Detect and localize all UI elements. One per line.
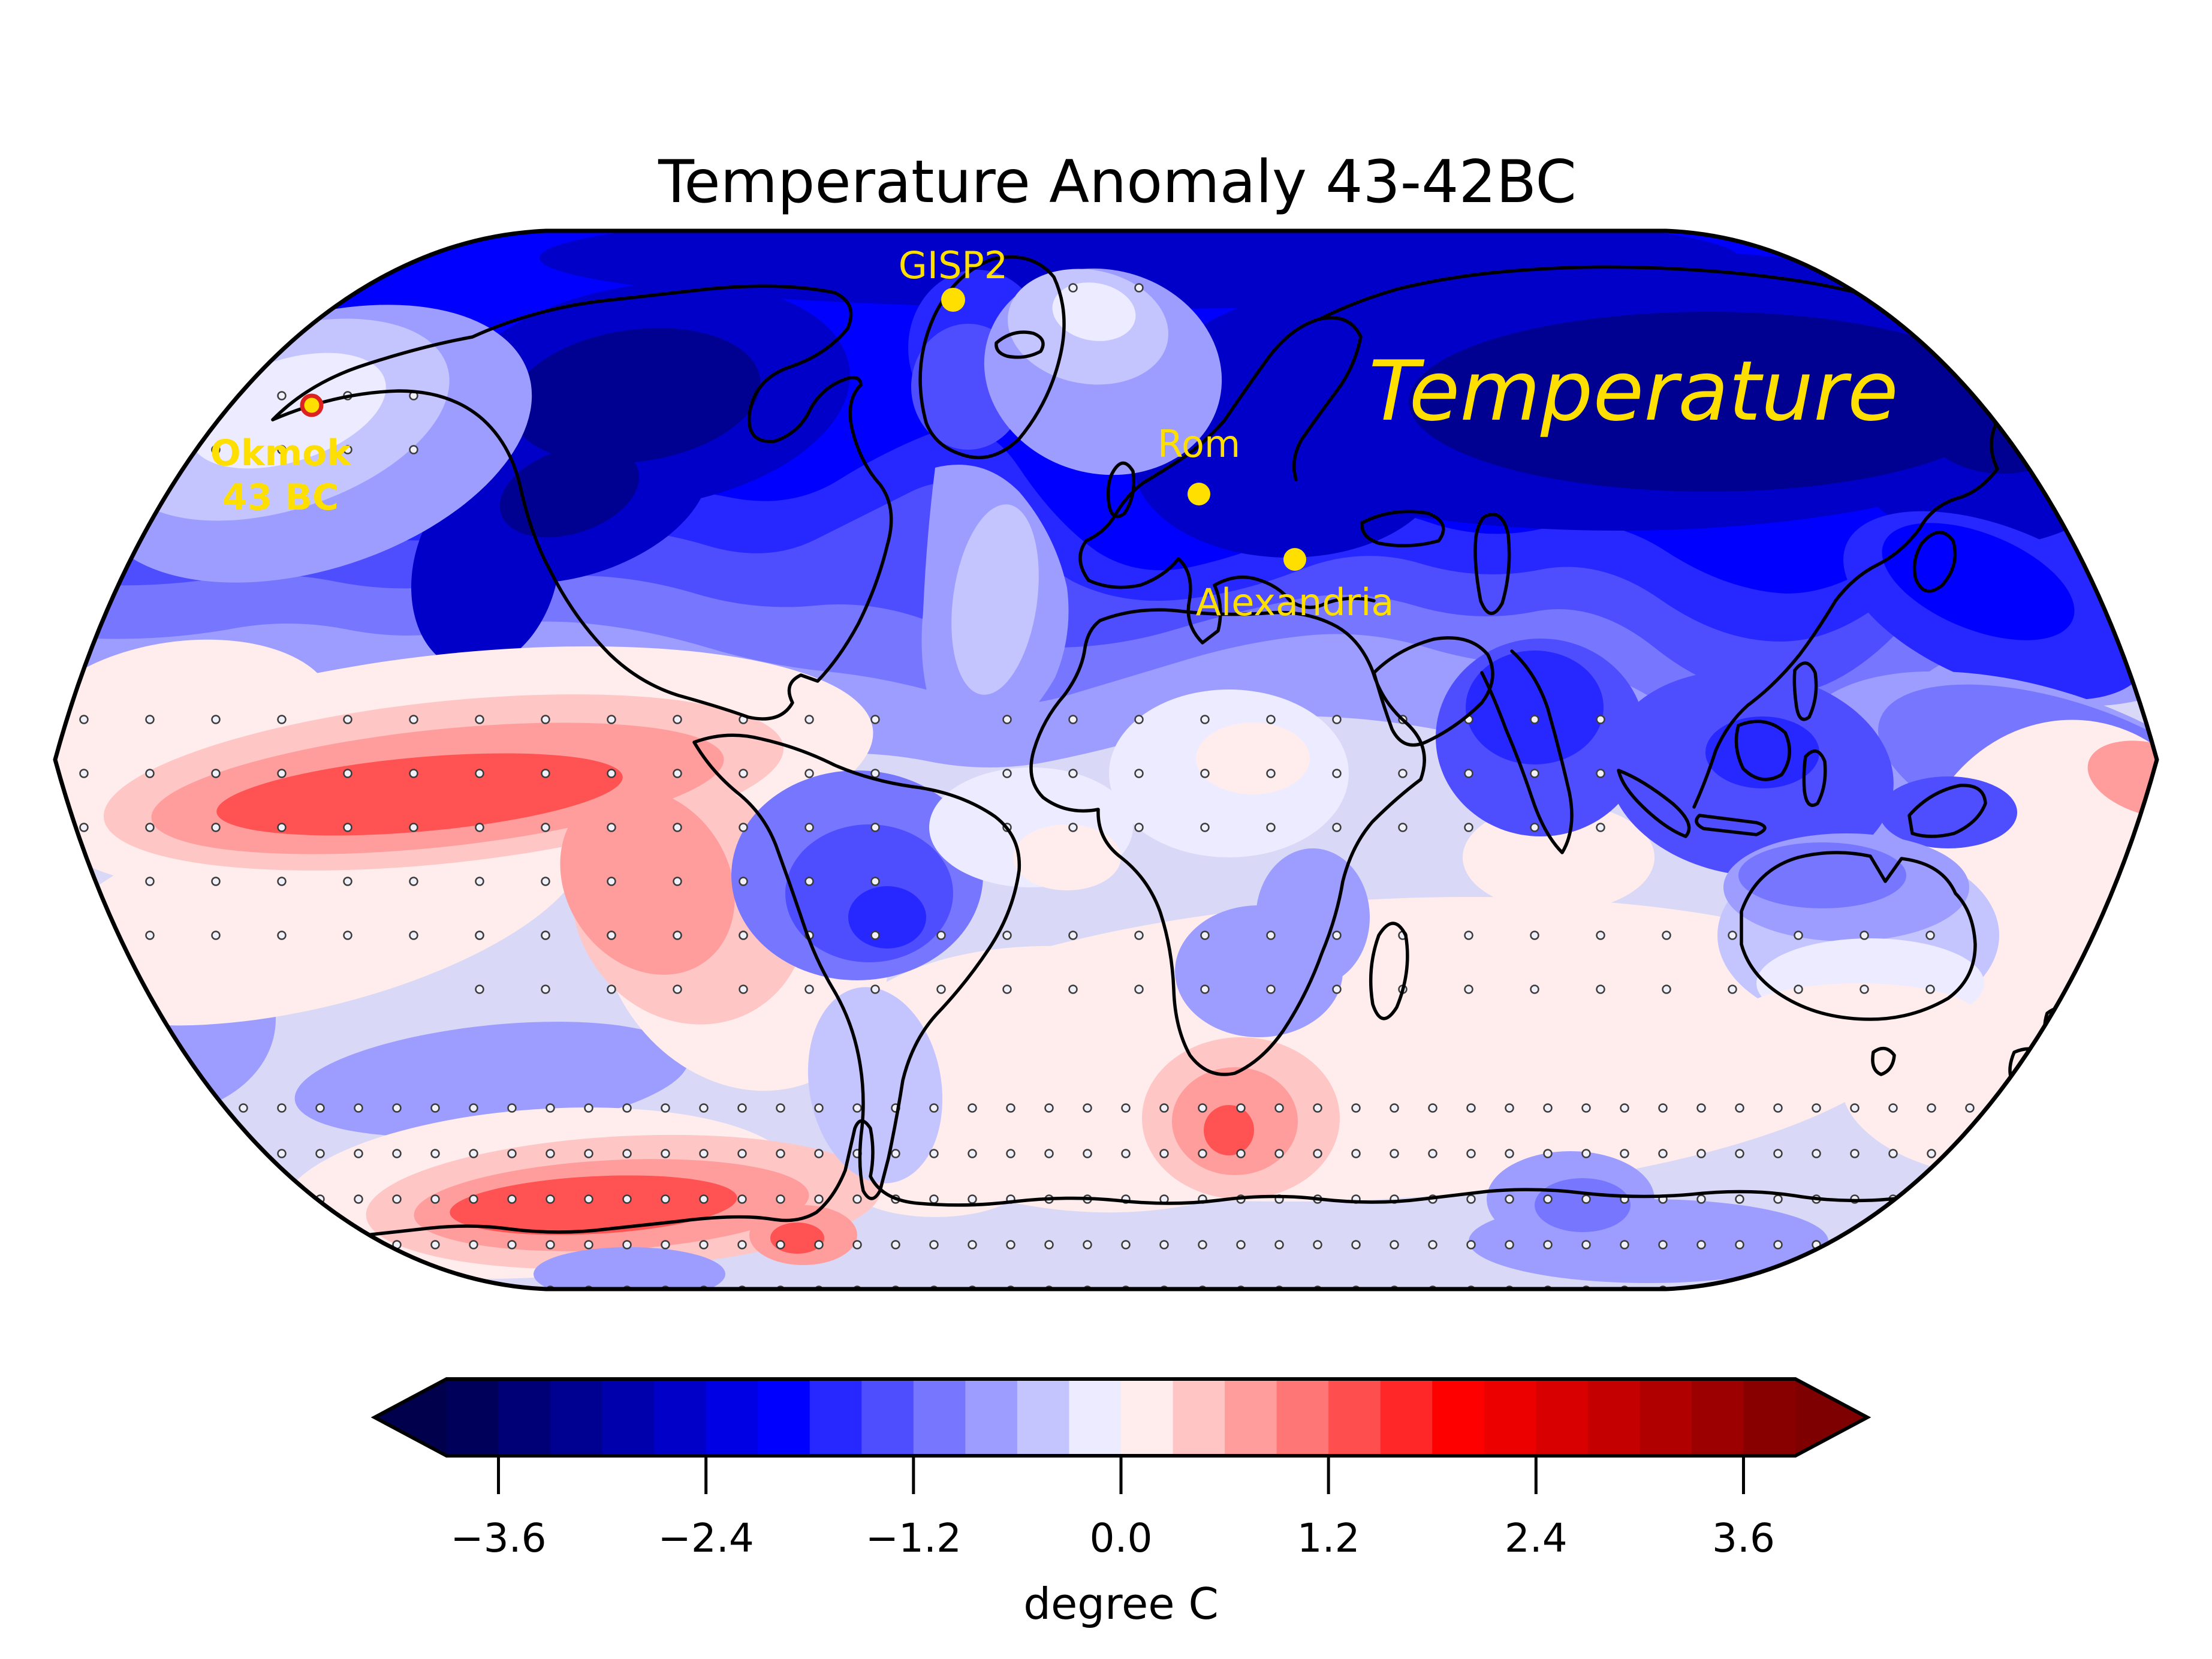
- chart-title: Temperature Anomaly 43-42BC: [658, 148, 1577, 216]
- colorbar-segment: [1328, 1379, 1381, 1456]
- colorbar-segment: [965, 1379, 1018, 1456]
- colorbar-segment: [1121, 1379, 1174, 1456]
- colorbar-segment: [498, 1379, 552, 1456]
- colorbar-segments: [447, 1379, 1796, 1456]
- map-outline: [53, 228, 2159, 1291]
- colorbar-segment: [1380, 1379, 1433, 1456]
- colorbar-segment: [913, 1379, 966, 1456]
- colorbar-outline: [370, 1377, 1872, 1458]
- colorbar-tick-label: 3.6: [1712, 1515, 1775, 1561]
- colorbar-segment: [1173, 1379, 1226, 1456]
- colorbar-segment: [1484, 1379, 1537, 1456]
- colorbar-segment: [654, 1379, 707, 1456]
- colorbar-tick-label: 0.0: [1090, 1515, 1153, 1561]
- map-fill-layers: [55, 231, 2157, 1289]
- colorbar-axis-label: degree C: [1023, 1579, 1218, 1629]
- colorbar-tick-label: −2.4: [658, 1515, 754, 1561]
- alexandria-dot-icon: [1283, 548, 1306, 571]
- colorbar-segment: [861, 1379, 914, 1456]
- colorbar-segment: [1225, 1379, 1277, 1456]
- map-marker-rom: Rom: [1158, 422, 1241, 505]
- colorbar-tick-label: −3.6: [450, 1515, 546, 1561]
- colorbar-tick-label: 1.2: [1297, 1515, 1360, 1561]
- colorbar-segment: [1587, 1379, 1641, 1456]
- colorbar-segment: [1017, 1379, 1070, 1456]
- colorbar-segment: [809, 1379, 863, 1456]
- colorbar-tick-label: −1.2: [866, 1515, 962, 1561]
- rom-dot-icon: [1188, 483, 1210, 505]
- rom-label: Rom: [1158, 422, 1241, 466]
- colorbar-ticks: −3.6 −2.4 −1.2 0.0 1.2 2.4 3.6: [450, 1456, 1775, 1561]
- colorbar-under-arrow: [375, 1379, 447, 1456]
- colorbar-segment: [1432, 1379, 1485, 1456]
- colorbar-segment: [602, 1379, 655, 1456]
- colorbar-segment: [447, 1379, 499, 1456]
- gisp2-dot-icon: [941, 288, 965, 312]
- colorbar-segment: [1276, 1379, 1330, 1456]
- colorbar-segment: [1691, 1379, 1744, 1456]
- colorbar-segment: [758, 1379, 810, 1456]
- okmok-label: Okmok: [210, 432, 352, 474]
- colorbar: −3.6 −2.4 −1.2 0.0 1.2 2.4 3.6 degree C: [370, 1377, 1872, 1629]
- colorbar-segment: [1743, 1379, 1796, 1456]
- colorbar-over-arrow: [1795, 1379, 1867, 1456]
- gisp2-label: GISP2: [899, 243, 1008, 287]
- alexandria-label: Alexandria: [1196, 580, 1394, 624]
- colorbar-tick-label: 2.4: [1505, 1515, 1568, 1561]
- colorbar-segment: [1640, 1379, 1692, 1456]
- colorbar-segment: [550, 1379, 603, 1456]
- stipple-dots: [55, 264, 2068, 1289]
- colorbar-segment: [706, 1379, 759, 1456]
- okmok-dot-icon: [300, 393, 324, 417]
- colorbar-segment: [1069, 1379, 1122, 1456]
- map-annotation-temperature: Temperature: [1369, 343, 1898, 439]
- map-marker-gisp2: GISP2: [899, 243, 1008, 312]
- okmok-label: 43 BC: [222, 477, 339, 519]
- map-marker-alexandria: Alexandria: [1196, 548, 1394, 624]
- colorbar-segment: [1536, 1379, 1589, 1456]
